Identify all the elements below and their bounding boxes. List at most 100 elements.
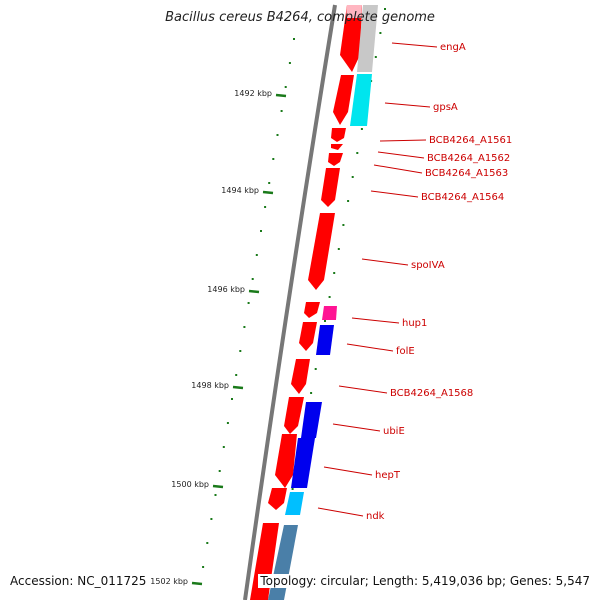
gene-label[interactable]: BCB4264_A1561	[429, 135, 512, 146]
gene-label[interactable]: BCB4264_A1563	[425, 168, 508, 179]
accession-label: Accession: NC_011725	[8, 574, 149, 588]
gene-label-leader-line	[346, 343, 394, 352]
scale-tick-label: 1498 kbp	[191, 381, 229, 390]
gene-label[interactable]: BCB4264_A1564	[421, 192, 504, 203]
cog-category-blocks	[268, 5, 378, 600]
inner-track-dot	[314, 368, 317, 370]
gene-label[interactable]: ubiE	[383, 426, 405, 437]
block-engA-gray	[357, 5, 378, 72]
inner-track-dot	[291, 488, 294, 490]
map-title: Bacillus cereus B4264, complete genome	[165, 10, 435, 25]
gene-label[interactable]: ndk	[366, 511, 385, 522]
block-folE-blue	[316, 325, 334, 355]
inner-track-dot	[347, 200, 350, 202]
gene-label[interactable]: spoIVA	[411, 260, 445, 271]
block-hup1-magenta	[322, 306, 337, 320]
gene-label[interactable]: BCB4264_A1568	[390, 388, 473, 399]
inner-track-dot	[374, 56, 377, 58]
gene-BCB4264_A1568-arrow[interactable]	[291, 359, 310, 394]
scale-tick-label: 1500 kbp	[171, 480, 209, 489]
inner-track-dot	[360, 128, 363, 130]
outer-track-dot	[210, 518, 213, 520]
gene-label[interactable]: engA	[440, 42, 466, 53]
outer-track-dot	[276, 134, 279, 136]
gene-label[interactable]: hepT	[375, 470, 401, 481]
outer-track-dot	[214, 494, 217, 496]
gene-BCB4264_A1564-arrow[interactable]	[321, 168, 340, 207]
gene-engA-arrow[interactable]	[340, 5, 362, 72]
genome-summary-label: Topology: circular; Length: 5,419,036 bp…	[258, 574, 592, 588]
scale-tick-mark	[248, 289, 260, 294]
block-hepT-blue	[291, 438, 315, 488]
outer-track-dot	[231, 398, 233, 400]
inner-track-dot	[310, 392, 313, 394]
gene-label[interactable]: gpsA	[433, 102, 458, 113]
inner-track-dot	[324, 320, 326, 322]
inner-track-dot	[356, 152, 359, 154]
gene-folE-arrow[interactable]	[299, 322, 317, 351]
outer-gc-track	[202, 38, 295, 568]
inner-track-dot	[333, 272, 336, 274]
outer-track-dot	[251, 278, 254, 280]
gene-ubiE-arrow[interactable]	[284, 397, 304, 434]
inner-track-dot	[351, 176, 354, 178]
gene-BCB4264_A1563-arrow[interactable]	[328, 153, 343, 166]
gene-label[interactable]: folE	[396, 346, 415, 357]
scale-tick-label: 1494 kbp	[221, 186, 259, 195]
scale-tick-mark	[212, 484, 224, 489]
gene-label-leader-line	[370, 190, 419, 198]
block-gpsA-cyan	[350, 74, 372, 126]
gene-label[interactable]: hup1	[402, 318, 427, 329]
outer-track-dot	[293, 38, 295, 40]
gene-labels-group: engA gpsA BCB4264_A1561 BCB4264_A1562 BCB426…	[317, 42, 512, 522]
gene-label-leader-line	[379, 139, 427, 142]
gene-next-arrow[interactable]	[250, 523, 279, 600]
genome-backbone	[243, 4, 337, 600]
outer-track-dot	[288, 62, 291, 64]
inner-track-dot	[384, 8, 386, 10]
outer-track-dot	[218, 470, 221, 472]
outer-track-dot	[280, 110, 283, 112]
outer-track-dot	[235, 374, 238, 376]
gene-label-leader-line	[338, 385, 388, 394]
outer-track-dot	[284, 86, 287, 88]
scale-tick-mark	[232, 385, 244, 390]
gene-BCB4264_A1562-arrow[interactable]	[331, 144, 343, 150]
gene-gpsA-arrow[interactable]	[333, 75, 354, 125]
gene-label-leader-line	[384, 102, 431, 108]
outer-track-dot	[247, 302, 250, 304]
gene-spoIVA-arrow[interactable]	[308, 213, 335, 290]
gene-hepT-arrow[interactable]	[275, 434, 297, 488]
outer-track-dot	[264, 206, 267, 208]
gene-label-leader-line	[377, 151, 425, 159]
gene-ndk-arrow[interactable]	[268, 488, 287, 510]
gene-label-leader-line	[361, 258, 409, 266]
inner-track-dot	[337, 248, 340, 250]
scale-tick-mark	[275, 93, 287, 98]
outer-track-dot	[222, 446, 225, 448]
outer-track-dot	[268, 182, 271, 184]
block-ubiE-blue	[301, 402, 322, 438]
gene-label-leader-line	[317, 507, 364, 517]
forward-strand-genes	[250, 5, 362, 600]
outer-track-dot	[255, 254, 258, 256]
scale-tick-label: 1496 kbp	[207, 285, 245, 294]
gene-BCB4264_A1561-arrow[interactable]	[331, 128, 346, 142]
inner-track-dot	[342, 224, 345, 226]
gene-label[interactable]: BCB4264_A1562	[427, 153, 510, 164]
gene-label-leader-line	[323, 466, 373, 476]
scale-ticks: 1492 kbp 1494 kbp 1496 kbp 1498 kbp 1500 kbp…	[150, 89, 287, 586]
scale-tick-label: 1502 kbp	[150, 577, 188, 586]
inner-track-dot	[328, 296, 331, 298]
gene-hup1-arrow[interactable]	[304, 302, 320, 318]
outer-track-dot	[206, 542, 209, 544]
block-engA-pink	[346, 5, 362, 18]
outer-track-dot	[243, 326, 246, 328]
scale-tick-mark	[262, 190, 274, 195]
gene-label-leader-line	[351, 317, 400, 324]
outer-track-dot	[226, 422, 229, 424]
outer-track-dot	[260, 230, 262, 232]
inner-track-dot	[379, 32, 382, 34]
block-ndk-cyan	[285, 492, 304, 515]
